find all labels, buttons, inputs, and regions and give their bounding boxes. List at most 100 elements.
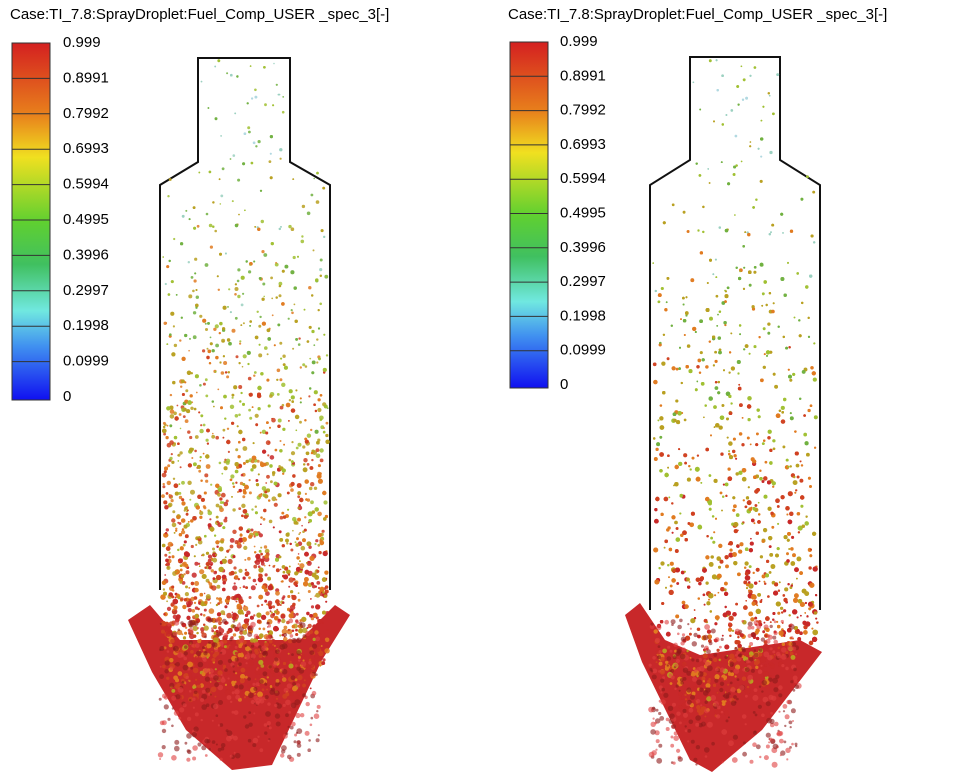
droplet bbox=[205, 454, 209, 458]
droplet bbox=[200, 456, 202, 458]
droplet bbox=[306, 612, 309, 615]
droplet bbox=[192, 657, 198, 663]
deposit-droplet bbox=[232, 691, 235, 694]
droplet bbox=[243, 585, 246, 588]
droplet bbox=[709, 562, 714, 567]
droplet bbox=[177, 405, 179, 407]
colorbar-label: 0.3996 bbox=[560, 239, 606, 256]
deposit-droplet bbox=[160, 623, 162, 625]
droplet bbox=[182, 393, 185, 396]
droplet bbox=[272, 104, 274, 106]
deposit-droplet bbox=[274, 668, 279, 673]
deposit-droplet bbox=[283, 633, 287, 637]
droplet bbox=[180, 466, 182, 468]
droplet bbox=[664, 473, 668, 477]
droplet bbox=[223, 429, 226, 432]
deposit-droplet bbox=[212, 642, 218, 648]
droplet bbox=[240, 678, 245, 683]
deposit-droplet bbox=[160, 666, 162, 668]
droplet bbox=[311, 330, 314, 333]
droplet bbox=[290, 549, 293, 552]
droplet bbox=[754, 66, 757, 69]
droplet bbox=[664, 547, 666, 549]
droplet bbox=[222, 588, 226, 592]
deposit-droplet bbox=[201, 704, 207, 710]
droplet bbox=[179, 533, 182, 536]
droplet bbox=[318, 591, 321, 594]
deposit-droplet bbox=[172, 707, 174, 709]
droplet bbox=[309, 487, 313, 491]
droplet bbox=[196, 632, 198, 634]
droplet bbox=[250, 468, 253, 471]
droplet bbox=[167, 607, 171, 611]
droplet bbox=[197, 225, 200, 228]
droplet bbox=[196, 680, 201, 685]
droplet bbox=[325, 276, 327, 278]
droplet bbox=[267, 676, 269, 678]
droplet bbox=[257, 311, 259, 313]
deposit-droplet bbox=[171, 755, 177, 761]
deposit-droplet bbox=[243, 715, 246, 718]
droplet bbox=[282, 111, 285, 114]
droplet bbox=[683, 211, 686, 214]
droplet bbox=[797, 512, 800, 515]
droplet bbox=[238, 441, 241, 444]
droplet bbox=[192, 616, 194, 618]
droplet bbox=[659, 469, 662, 472]
droplet bbox=[179, 413, 182, 416]
deposit-droplet bbox=[281, 668, 284, 671]
droplet bbox=[727, 182, 730, 185]
deposit-droplet bbox=[267, 702, 270, 705]
droplet bbox=[287, 509, 289, 511]
droplet bbox=[245, 667, 250, 672]
droplet bbox=[259, 628, 261, 630]
droplet bbox=[756, 433, 759, 436]
droplet bbox=[198, 536, 201, 539]
colorbar-label: 0.8991 bbox=[63, 69, 109, 86]
droplet bbox=[298, 629, 303, 634]
droplet bbox=[202, 672, 206, 676]
droplet bbox=[249, 596, 252, 599]
deposit-droplet bbox=[207, 739, 211, 743]
droplet bbox=[236, 598, 238, 600]
droplet bbox=[291, 451, 295, 455]
droplet bbox=[193, 335, 197, 339]
droplet bbox=[270, 176, 273, 179]
droplet bbox=[234, 681, 236, 683]
droplet bbox=[176, 515, 180, 519]
droplet bbox=[722, 123, 724, 125]
droplet bbox=[230, 474, 234, 478]
droplet bbox=[200, 424, 202, 426]
droplet bbox=[248, 660, 254, 666]
droplet bbox=[194, 596, 198, 600]
droplet bbox=[773, 448, 776, 451]
droplet bbox=[253, 142, 256, 145]
droplet bbox=[319, 633, 321, 635]
droplet bbox=[758, 502, 760, 504]
droplet bbox=[258, 353, 262, 357]
droplet bbox=[189, 338, 191, 340]
droplet bbox=[303, 660, 305, 662]
deposit-droplet bbox=[186, 758, 190, 762]
droplet bbox=[242, 403, 245, 406]
droplet bbox=[265, 491, 268, 494]
droplet bbox=[174, 442, 176, 444]
droplet bbox=[305, 365, 308, 368]
droplet bbox=[232, 508, 235, 511]
droplet bbox=[238, 569, 242, 573]
droplet bbox=[672, 532, 674, 534]
droplet bbox=[235, 448, 238, 451]
droplet bbox=[253, 579, 257, 583]
droplet bbox=[302, 654, 305, 657]
droplet bbox=[242, 293, 244, 295]
droplet bbox=[312, 361, 316, 365]
deposit-droplet bbox=[306, 702, 310, 706]
droplet bbox=[171, 604, 174, 607]
deposit-droplet bbox=[256, 682, 260, 686]
droplet bbox=[243, 462, 246, 465]
droplet bbox=[218, 488, 222, 492]
droplet bbox=[749, 284, 752, 287]
droplet bbox=[193, 684, 195, 686]
droplet bbox=[265, 432, 268, 435]
deposit-droplet bbox=[274, 704, 277, 707]
